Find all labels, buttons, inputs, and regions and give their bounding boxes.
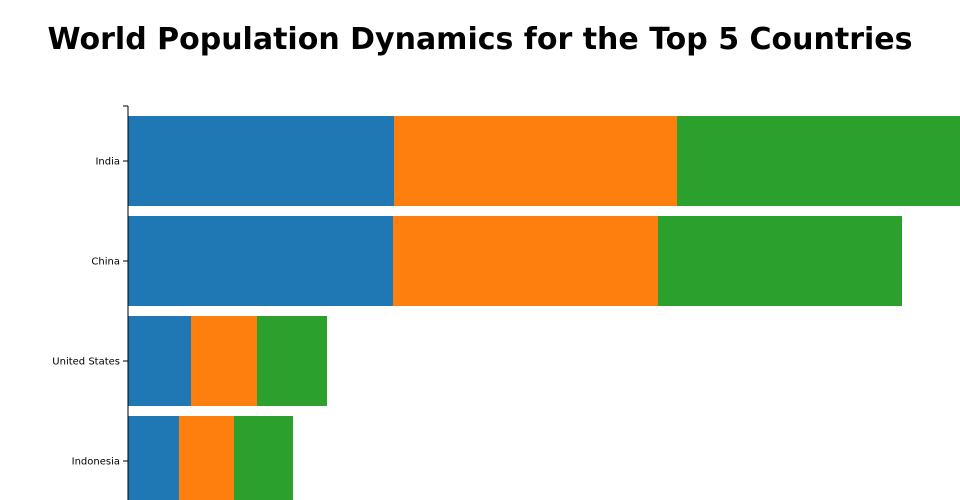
bar-united-states-segment-2 bbox=[191, 316, 257, 406]
bar-indonesia-segment-2 bbox=[179, 416, 234, 500]
bar-india-segment-3 bbox=[677, 116, 960, 206]
bar-united-states-segment-1 bbox=[128, 316, 191, 406]
y-tick-label: India bbox=[95, 157, 120, 168]
bars-group bbox=[128, 116, 960, 500]
y-tick-label: China bbox=[91, 257, 120, 268]
bar-china-segment-1 bbox=[128, 216, 393, 306]
bar-indonesia-segment-1 bbox=[128, 416, 179, 500]
bar-united-states-segment-3 bbox=[257, 316, 327, 406]
y-ticks-group: India China United States Indonesia bbox=[52, 157, 128, 468]
y-tick-label: Indonesia bbox=[72, 457, 120, 468]
bar-india-segment-2 bbox=[394, 116, 677, 206]
y-tick-label: United States bbox=[52, 357, 120, 368]
bar-indonesia-segment-3 bbox=[234, 416, 293, 500]
bar-china-segment-2 bbox=[393, 216, 658, 306]
bar-india-segment-1 bbox=[128, 116, 394, 206]
chart-title: World Population Dynamics for the Top 5 … bbox=[47, 22, 913, 57]
bar-china-segment-3 bbox=[658, 216, 902, 306]
